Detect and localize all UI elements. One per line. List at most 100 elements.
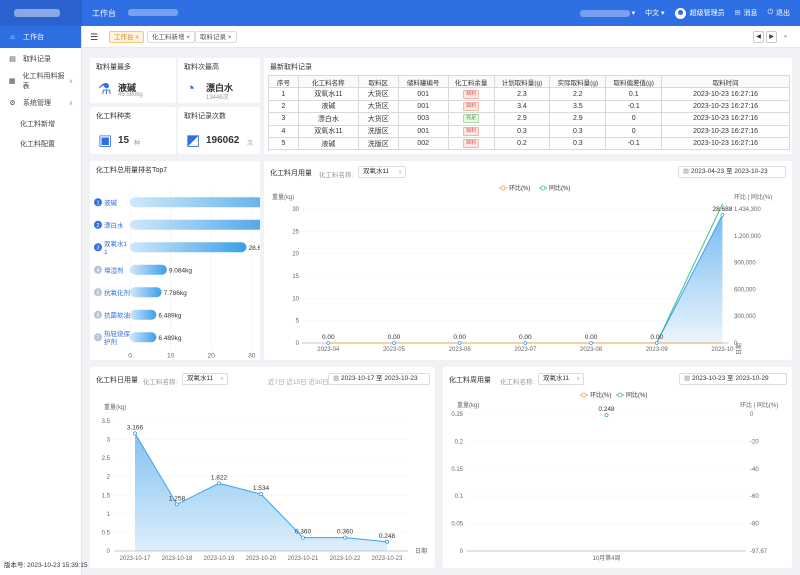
- card-value: 15: [118, 135, 130, 146]
- table-cell: 3.5: [549, 99, 607, 114]
- y2-tick-label: -60: [750, 494, 759, 500]
- table-header: 化工料名称: [297, 74, 359, 89]
- tab-next-button[interactable]: ▶: [766, 31, 777, 43]
- y-axis-label: 重量(kg): [272, 193, 294, 201]
- card-most-frequent: 取料次最高 ◔ 漂白水 13446次: [178, 58, 260, 103]
- sidebar-subitem-add[interactable]: 化工料新增: [20, 121, 55, 128]
- table-header: 取料区: [357, 74, 399, 89]
- y2-tick-label: 1,434,300: [734, 207, 761, 213]
- top-nav-workbench[interactable]: 工作台: [92, 9, 116, 18]
- sidebar-subitem-config[interactable]: 化工料配置: [20, 141, 55, 148]
- y-tick-label: 5: [296, 319, 300, 325]
- point-label: 0.360: [295, 529, 312, 536]
- table-cell: 2.9: [493, 112, 551, 126]
- category-label: 双氧水1: [104, 239, 128, 248]
- y2-tick-label: -80: [750, 522, 759, 528]
- messages-label: 消息: [743, 10, 758, 17]
- table-cell: 大货区: [357, 112, 399, 126]
- home-icon: ⌂: [10, 33, 15, 41]
- tab-add[interactable]: 化工料新增 ×: [147, 31, 196, 43]
- card-title: 取料量最多: [96, 64, 131, 71]
- y2-tick-label: -40: [750, 467, 759, 473]
- sidebar-item-workbench[interactable]: ⌂ 工作台: [0, 26, 81, 48]
- table-row: 5 液碱 洗版区 002 缺料 0.2 0.3 -0.1 2023-10-23 16:27:16: [268, 136, 790, 151]
- table-cell: 0.3: [549, 124, 607, 138]
- chevron-down-icon: ∨: [68, 78, 73, 85]
- y2-tick-label: 0: [750, 412, 754, 418]
- daily-material-select[interactable]: 双氧水11 ∨: [182, 373, 228, 385]
- user-menu[interactable]: 超级管理员: [674, 7, 725, 19]
- x-tick-label: 2023-10-17: [120, 556, 151, 562]
- data-point: [384, 539, 389, 544]
- bar: [130, 309, 157, 320]
- tab-prev-button[interactable]: ◀: [753, 31, 764, 43]
- card-most-used: 取料量最多 ⚗ 液碱 45.560kg: [90, 58, 176, 103]
- rank-badge: [94, 310, 102, 319]
- date-sep: 至: [376, 375, 383, 382]
- data-point: [457, 341, 462, 345]
- rank-number: 3: [96, 245, 99, 251]
- table-header: 取料时间: [661, 74, 790, 89]
- y-tick-label: 20: [292, 252, 299, 258]
- y-tick-label: 2: [107, 475, 111, 481]
- weekly-material-select[interactable]: 双氧水11 ∨: [538, 373, 584, 385]
- document-icon: ▤: [9, 56, 16, 63]
- table-row: 3 漂白水 大货区 003 充足 2.9 2.9 0 2023-10-23 16:27:16: [268, 112, 790, 126]
- sidebar-item-report[interactable]: ▦ 化工料用料报表 ∨: [0, 70, 81, 92]
- legend-label: 环比(%): [509, 184, 530, 192]
- data-point: [133, 431, 138, 436]
- data-point: [175, 502, 180, 507]
- y-tick-label: 2.5: [102, 456, 111, 462]
- table-cell: 0: [605, 112, 663, 126]
- monthly-date-range[interactable]: ▦ 2023-04-23 至 2023-10-23: [678, 166, 786, 178]
- bar: [130, 219, 260, 230]
- table-cell: 双氧水11: [297, 87, 359, 101]
- y-tick-label: 25: [292, 229, 299, 235]
- power-icon: ⏻: [767, 9, 773, 16]
- table-cell: 3: [268, 112, 299, 126]
- pie-icon: ◔: [186, 80, 196, 97]
- table-header: 实际取料量(g): [549, 74, 607, 89]
- weekly-date-range[interactable]: ▦ 2023-10-23 至 2023-10-29: [679, 373, 787, 385]
- point-label: 0.00: [453, 334, 466, 341]
- category-label: 热轻烧保: [104, 329, 131, 338]
- x-tick-label: 2023-06: [449, 347, 472, 353]
- company-selector[interactable]: ▾: [579, 9, 635, 17]
- select-value: 双氧水11: [543, 375, 570, 382]
- card-value: 漂白水: [206, 83, 234, 93]
- daily-area: [135, 433, 387, 551]
- y2-tick-label: 1,200,000: [734, 234, 761, 240]
- logo-mark: [14, 9, 60, 17]
- language-selector[interactable]: 中文 ▾: [645, 10, 665, 17]
- table-cell: 0.3: [549, 136, 607, 151]
- menu-toggle-icon[interactable]: ☰: [90, 32, 99, 42]
- exit-button[interactable]: ⏻ 退出: [767, 8, 790, 18]
- chevron-down-icon: ∨: [220, 376, 224, 382]
- daily-range-links[interactable]: 近7日 近15日 近30日: [268, 379, 329, 386]
- tab-workbench[interactable]: 工作台 ×: [109, 31, 145, 43]
- bar-value-label: 6.489kg: [158, 335, 182, 342]
- y-tick-label: 1.5: [102, 493, 111, 499]
- tab-more-icon[interactable]: ⌄: [780, 31, 791, 43]
- x-tick-label: 2023-09: [646, 347, 669, 353]
- sidebar-item-system[interactable]: ⚙ 系统管理 ∧: [0, 92, 81, 114]
- chevron-down-icon: ∨: [398, 169, 402, 175]
- category-label: 抗菌软油: [104, 310, 130, 319]
- sidebar-item-label: 化工料用料报表: [22, 73, 65, 90]
- x-tick-label: 2023-10-23: [372, 556, 403, 562]
- rank-badge: [94, 333, 102, 342]
- daily-date-range[interactable]: ▦ 2023-10-17 至 2023-10-23: [328, 373, 430, 385]
- table-cell: 液碱: [297, 136, 359, 151]
- table-header: 序号: [268, 74, 299, 89]
- x-tick-label: 2023-10-22: [330, 556, 361, 562]
- y-tick-label: 30: [292, 207, 299, 213]
- table-row: 4 双氧水11 洗版区 001 缺料 0.3 0.3 0 2023-10-23 16:27:16: [268, 124, 790, 138]
- date-end: 2023-10-29: [735, 375, 769, 382]
- messages-button[interactable]: ✉ 消息: [735, 8, 758, 18]
- monthly-material-select[interactable]: 双氧水11 ∨: [358, 166, 406, 178]
- sidebar-item-records[interactable]: ▤ 取料记录: [0, 48, 81, 70]
- usage-line: [328, 214, 723, 344]
- tab-records[interactable]: 取料记录 ×: [195, 31, 237, 43]
- daily-chart: 0 0.5 1 1.5 2 2.5 3 3.5 重量(kg) 日期 2023-10-17 2023-1…: [102, 403, 427, 562]
- bar-value-label: 9.084kg: [169, 267, 193, 274]
